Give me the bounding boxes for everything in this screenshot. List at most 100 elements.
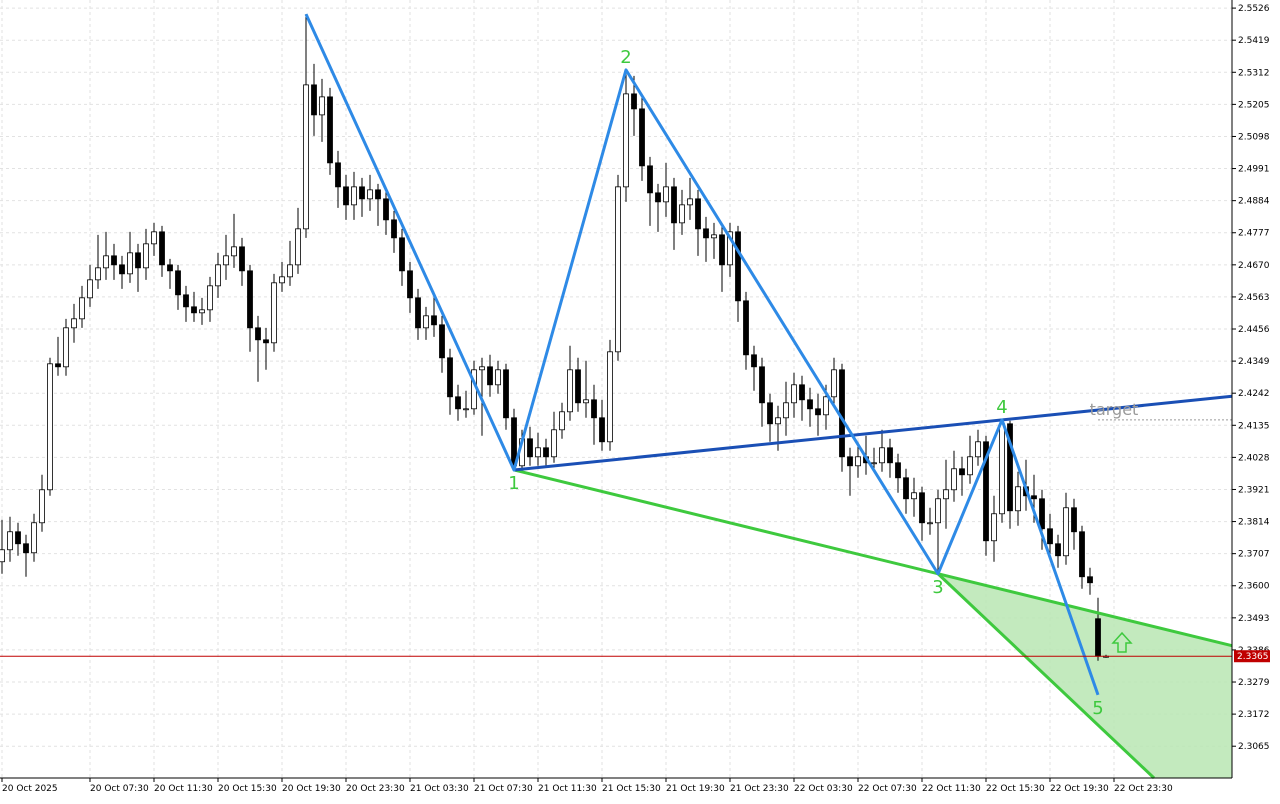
candle-body: [319, 96, 325, 116]
candle-body: [103, 255, 109, 269]
candle-body: [815, 408, 821, 416]
y-tick-label: 2.4456: [1238, 325, 1270, 335]
candle-body: [367, 189, 373, 200]
candle-body: [119, 264, 125, 275]
candle-body: [831, 369, 837, 398]
candle-body: [951, 468, 957, 491]
candle-body: [447, 357, 453, 398]
y-tick-label: 2.4670: [1238, 261, 1270, 271]
candle-body: [959, 468, 965, 476]
x-tick-label: 21 Oct 03:30: [410, 784, 469, 794]
candle-body: [407, 270, 413, 299]
candle-body: [791, 384, 797, 404]
candle-body: [343, 186, 349, 206]
candle-body: [919, 492, 925, 524]
candle-body: [799, 384, 805, 401]
candle-body: [223, 255, 229, 266]
y-tick-label: 2.5205: [1238, 100, 1270, 110]
x-tick-label: 22 Oct 15:30: [986, 784, 1045, 794]
candle-body: [559, 411, 565, 431]
candle-body: [111, 255, 117, 266]
candle-body: [439, 324, 445, 359]
candle-body: [183, 294, 189, 308]
candle-body: [991, 513, 997, 542]
candle-body: [327, 96, 333, 164]
price-tag-label: 2.3365: [1237, 652, 1269, 662]
candle-body: [31, 522, 37, 554]
candle-body: [351, 186, 357, 206]
wave-line-1-4: [513, 394, 1233, 472]
y-tick-label: 2.5526: [1238, 4, 1270, 14]
x-tick-label: 22 Oct 07:30: [858, 784, 917, 794]
y-tick-label: 2.4135: [1238, 421, 1270, 431]
candle-body: [543, 447, 549, 458]
candle-body: [71, 318, 77, 329]
x-tick-label: 20 Oct 11:30: [154, 784, 213, 794]
x-tick-label: 21 Oct 15:30: [602, 784, 661, 794]
candle-body: [391, 219, 397, 239]
candle-body: [583, 399, 589, 404]
candle-body: [663, 186, 669, 203]
candle-body: [287, 264, 293, 278]
candle-body: [375, 189, 381, 200]
buy-arrow: [1111, 631, 1133, 653]
y-tick-label: 2.4991: [1238, 165, 1270, 175]
candle-body: [311, 84, 317, 116]
y-tick-label: 2.4563: [1238, 293, 1270, 303]
candle-body: [295, 228, 301, 266]
x-tick-label: 22 Oct 23:30: [1114, 784, 1173, 794]
candle-body: [1039, 498, 1045, 530]
candle-body: [15, 531, 21, 545]
candle-body: [1071, 507, 1077, 533]
candle-body: [215, 264, 221, 287]
x-tick-label: 21 Oct 19:30: [666, 784, 725, 794]
x-tick-label: 20 Oct 19:30: [282, 784, 341, 794]
y-tick-label: 2.3600: [1238, 582, 1270, 592]
candle-body: [271, 282, 277, 344]
candle-body: [719, 234, 725, 266]
zone-layer: [936, 572, 1232, 780]
candle-body: [671, 186, 677, 224]
candle-body: [455, 396, 461, 410]
candle-body: [79, 297, 85, 320]
candle-body: [807, 399, 813, 410]
y-tick-label: 2.4884: [1238, 197, 1270, 207]
candle-body: [903, 477, 909, 500]
candle-layer: [0, 14, 1109, 661]
candle-body: [679, 204, 685, 224]
candle-body: [255, 327, 261, 341]
candle-body: [599, 417, 605, 443]
x-tick-label: 22 Oct 11:30: [922, 784, 981, 794]
wave-label: 2: [620, 47, 631, 68]
candle-body: [895, 462, 901, 479]
candle-body: [967, 456, 973, 476]
candle-body: [143, 243, 149, 269]
wave-label: 1: [508, 473, 519, 494]
wave-label: 4: [996, 397, 1007, 418]
candle-body: [887, 447, 893, 464]
candle-body: [463, 408, 469, 411]
candle-body: [639, 108, 645, 167]
candle-body: [847, 456, 853, 467]
candle-body: [1031, 495, 1037, 500]
candle-body: [431, 315, 437, 326]
candle-body: [1095, 618, 1101, 657]
y-tick-label: 2.3493: [1238, 614, 1270, 624]
candle-body: [39, 489, 45, 524]
y-tick-label: 2.5098: [1238, 132, 1270, 142]
wave-label: 3: [932, 577, 943, 598]
x-tick-label: 22 Oct 03:30: [794, 784, 853, 794]
candle-body: [127, 252, 133, 275]
candle-body: [703, 228, 709, 239]
candle-body: [263, 339, 269, 344]
x-tick-label: 21 Oct 23:30: [730, 784, 789, 794]
x-tick-label: 21 Oct 11:30: [538, 784, 597, 794]
y-tick-label: 2.4242: [1238, 389, 1270, 399]
candle-body: [999, 423, 1005, 515]
target-zone: [938, 573, 1232, 778]
candle-body: [631, 93, 637, 110]
x-tick-label: 20 Oct 07:30: [90, 784, 149, 794]
candle-body: [7, 531, 13, 551]
